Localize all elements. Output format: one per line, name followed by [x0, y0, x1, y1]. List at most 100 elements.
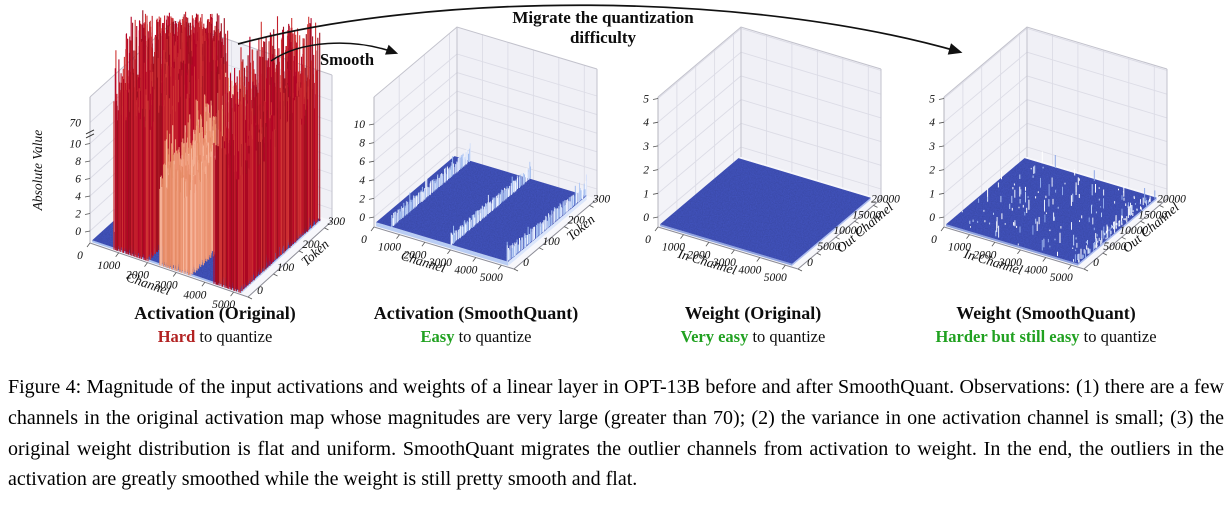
plot1-caption: Activation (Original) Hard to quantize — [55, 303, 375, 347]
svg-text:1000: 1000 — [378, 242, 401, 254]
svg-text:15000: 15000 — [852, 209, 881, 221]
svg-text:5000: 5000 — [1050, 272, 1073, 284]
svg-text:20000: 20000 — [1157, 193, 1186, 205]
svg-text:1: 1 — [643, 188, 649, 200]
svg-text:100: 100 — [277, 262, 295, 274]
smooth-arrow-label: Smooth — [319, 50, 375, 69]
plot4-assessment-emphasis: Harder but still easy — [935, 327, 1080, 346]
svg-text:70: 70 — [70, 118, 82, 130]
svg-text:4: 4 — [359, 175, 365, 187]
svg-text:3000: 3000 — [998, 257, 1022, 269]
svg-text:5000: 5000 — [1103, 241, 1126, 253]
svg-text:5000: 5000 — [764, 272, 787, 284]
plot4-title: Weight (SmoothQuant) — [956, 303, 1136, 323]
plot2-assessment: Easy to quantize — [316, 327, 636, 347]
svg-text:200: 200 — [302, 239, 320, 251]
svg-text:10: 10 — [70, 139, 82, 151]
svg-text:5000: 5000 — [212, 299, 235, 311]
svg-text:4000: 4000 — [1024, 265, 1047, 277]
surface-plot-activation-original: 0100020003000400050000100200300024681070… — [30, 10, 345, 311]
svg-text:5: 5 — [643, 94, 649, 106]
migrate-label-line2: difficulty — [569, 28, 637, 47]
svg-text:2: 2 — [359, 193, 365, 205]
svg-text:200: 200 — [568, 215, 586, 227]
svg-text:2000: 2000 — [403, 249, 426, 261]
svg-text:1000: 1000 — [97, 260, 120, 272]
surface-plot-activation-smoothquant: 01000200030004000500001002003000246810Ch… — [354, 26, 611, 284]
surface-plot-weight-original: 0100020003000400050000500010000150002000… — [642, 26, 900, 284]
surface-plot-weight-smoothquant: 0100020003000400050000500010000150002000… — [928, 26, 1186, 284]
svg-text:3: 3 — [642, 141, 649, 153]
svg-text:0: 0 — [807, 257, 813, 269]
plot3-title: Weight (Original) — [684, 303, 822, 323]
plot3-assessment: Very easy to quantize — [593, 327, 913, 347]
svg-text:0: 0 — [645, 234, 651, 246]
svg-text:5000: 5000 — [817, 241, 840, 253]
svg-text:4: 4 — [929, 117, 935, 129]
svg-text:5: 5 — [929, 94, 935, 106]
plot3-assessment-rest: to quantize — [748, 327, 826, 346]
svg-text:5000: 5000 — [480, 272, 503, 284]
svg-text:3: 3 — [928, 141, 935, 153]
svg-text:6: 6 — [359, 156, 365, 168]
svg-text:0: 0 — [359, 212, 365, 224]
svg-text:8: 8 — [75, 156, 81, 168]
svg-text:0: 0 — [523, 257, 529, 269]
svg-text:1000: 1000 — [662, 242, 685, 254]
svg-text:2000: 2000 — [687, 249, 710, 261]
smooth-arrow — [270, 42, 399, 62]
svg-text:4000: 4000 — [183, 289, 206, 301]
svg-text:2: 2 — [929, 165, 935, 177]
plot4-assessment: Harder but still easy to quantize — [886, 327, 1206, 347]
svg-text:3000: 3000 — [154, 279, 178, 291]
svg-text:0: 0 — [1093, 257, 1099, 269]
plot2-assessment-emphasis: Easy — [420, 327, 455, 346]
svg-text:2: 2 — [75, 209, 81, 221]
svg-text:0: 0 — [77, 250, 83, 262]
svg-text:2: 2 — [643, 165, 649, 177]
svg-text:0: 0 — [931, 234, 937, 246]
svg-text:4: 4 — [75, 191, 81, 203]
plot2-caption: Activation (SmoothQuant) Easy to quantiz… — [316, 303, 636, 347]
plot4-caption: Weight (SmoothQuant) Harder but still ea… — [886, 303, 1206, 347]
svg-text:300: 300 — [327, 216, 346, 228]
plot2-assessment-rest: to quantize — [454, 327, 532, 346]
svg-text:4000: 4000 — [738, 265, 761, 277]
svg-text:0: 0 — [361, 234, 367, 246]
svg-text:6: 6 — [75, 174, 81, 186]
svg-text:1000: 1000 — [948, 242, 971, 254]
svg-text:8: 8 — [359, 138, 365, 150]
plot1-assessment-emphasis: Hard — [157, 327, 196, 346]
migrate-arrow — [237, 4, 963, 55]
svg-text:Absolute Value: Absolute Value — [30, 130, 45, 212]
plot1-assessment: Hard to quantize — [55, 327, 375, 347]
svg-text:3000: 3000 — [428, 257, 452, 269]
svg-text:4: 4 — [643, 117, 649, 129]
svg-text:20000: 20000 — [871, 193, 900, 205]
svg-text:2000: 2000 — [973, 249, 996, 261]
plot4-assessment-rest: to quantize — [1079, 327, 1157, 346]
svg-text:3000: 3000 — [712, 257, 736, 269]
figure-caption: Figure 4: Magnitude of the input activat… — [8, 376, 1224, 491]
svg-text:100: 100 — [543, 236, 561, 248]
svg-text:4000: 4000 — [454, 265, 477, 277]
plot3-caption: Weight (Original) Very easy to quantize — [593, 303, 913, 347]
svg-text:10000: 10000 — [1119, 225, 1148, 237]
svg-text:0: 0 — [643, 212, 649, 224]
svg-text:10000: 10000 — [833, 225, 862, 237]
plot1-title: Activation (Original) — [134, 303, 296, 323]
plot1-assessment-rest: to quantize — [195, 327, 273, 346]
svg-text:10: 10 — [354, 119, 366, 131]
migrate-arrow-label: Migrate the quantization difficulty — [492, 8, 714, 48]
svg-text:0: 0 — [75, 226, 81, 238]
svg-text:1: 1 — [929, 188, 935, 200]
migrate-label-line1: Migrate the quantization — [512, 8, 694, 27]
plot2-title: Activation (SmoothQuant) — [373, 303, 579, 323]
svg-text:0: 0 — [257, 285, 263, 297]
svg-text:0: 0 — [929, 212, 935, 224]
surface-plots-canvas: 0100020003000400050000100200300024681070… — [30, 4, 1186, 311]
svg-text:2000: 2000 — [126, 270, 149, 282]
svg-text:300: 300 — [592, 193, 611, 205]
plot3-assessment-emphasis: Very easy — [680, 327, 749, 346]
